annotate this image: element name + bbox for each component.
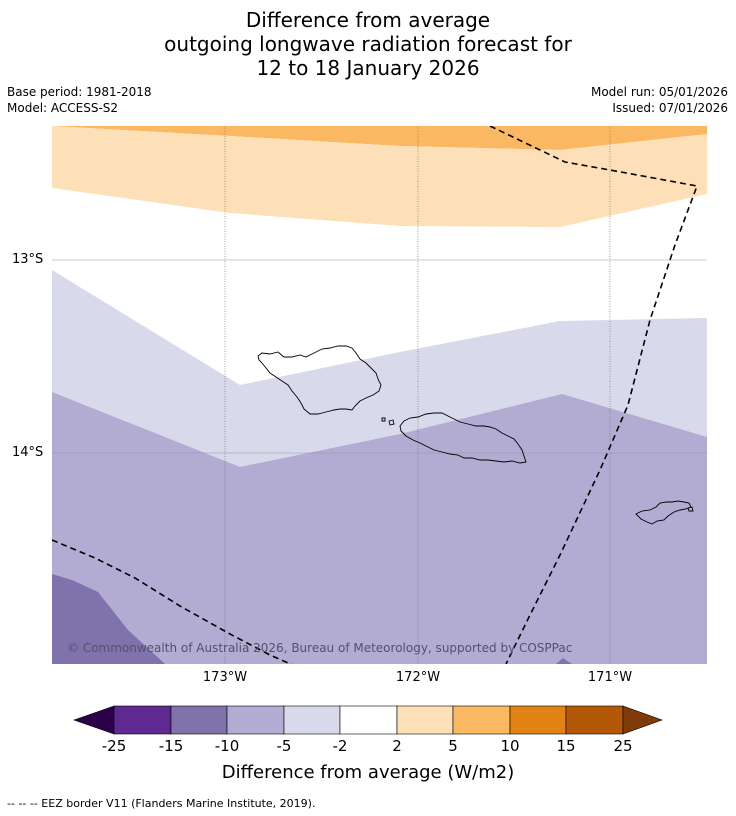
meta-left: Base period: 1981-2018 Model: ACCESS-S2 (7, 84, 152, 116)
copyright-notice: © Commonwealth of Australia 2026, Bureau… (67, 641, 573, 655)
colorbar-segment-2 (170, 705, 228, 735)
model-run: Model run: 05/01/2026 (590, 85, 728, 99)
eez-border-upper (489, 126, 699, 664)
colorbar-tick: -25 (101, 737, 127, 755)
zone-orange (52, 126, 707, 150)
zone-dark-purple-small (556, 658, 572, 664)
manono-island-outline (388, 419, 395, 426)
colorbar-tick: 5 (448, 737, 458, 755)
colorbar-segment-4 (283, 705, 341, 735)
lon-label-173w: 173°W (202, 670, 248, 685)
chart-title: Difference from average outgoing longwav… (0, 8, 736, 80)
colorbar-tick: -5 (276, 737, 292, 755)
colorbar-segment-5 (339, 705, 398, 735)
colorbar-tick: -10 (214, 737, 240, 755)
map-area (52, 126, 707, 664)
apolima-island-outline (381, 417, 386, 422)
title-line-2: outgoing longwave radiation forecast for (164, 32, 572, 56)
issued-date: Issued: 07/01/2026 (612, 101, 728, 115)
base-period: Base period: 1981-2018 (7, 85, 152, 99)
eez-legend: -- -- -- EEZ border V11 (Flanders Marine… (7, 797, 316, 810)
zone-dark-purple (52, 574, 165, 664)
colorbar-label: Difference from average (W/m2) (221, 762, 515, 783)
title-line-1: Difference from average (245, 8, 491, 32)
colorbar-segment-8 (509, 705, 567, 735)
colorbar-tick: 2 (392, 737, 402, 755)
lat-label-14s: 14°S (12, 445, 44, 460)
colorbar-extend-low (73, 705, 115, 735)
lat-label-13s: 13°S (12, 252, 44, 267)
colorbar-segment-3 (226, 705, 285, 735)
colorbar-segment-1 (113, 705, 172, 735)
colorbar-tick: 10 (500, 737, 520, 755)
aunuu-island-outline (687, 506, 694, 512)
colorbar-segment-7 (452, 705, 511, 735)
meta-right: Model run: 05/01/2026 Issued: 07/01/2026 (591, 84, 728, 116)
colorbar-tick: -15 (158, 737, 184, 755)
colorbar-tick: -2 (332, 737, 348, 755)
lon-label-171w: 171°W (587, 670, 633, 685)
lon-label-172w: 172°W (395, 670, 441, 685)
colorbar-segment-9 (565, 705, 624, 735)
colorbar-extend-high (622, 705, 663, 735)
colorbar-segment-6 (396, 705, 454, 735)
upolu-island-outline (399, 412, 527, 464)
colorbar-tick: 25 (613, 737, 633, 755)
colorbar-tick: 15 (556, 737, 576, 755)
zone-medium-purple (52, 392, 707, 664)
colorbar (73, 705, 663, 735)
savaii-island-outline (257, 345, 382, 415)
model-name: Model: ACCESS-S2 (7, 101, 119, 115)
zone-light-orange (52, 126, 707, 227)
eez-border-lower (52, 539, 293, 664)
title-line-3: 12 to 18 January 2026 (256, 56, 480, 80)
